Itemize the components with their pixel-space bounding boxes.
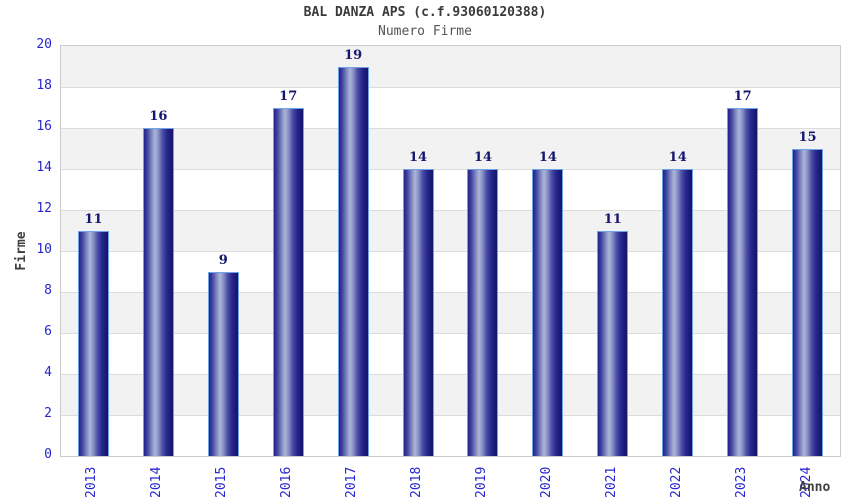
chart-title: BAL DANZA APS (c.f.93060120388) xyxy=(303,5,547,20)
bar-value-label: 14 xyxy=(668,150,687,165)
bar xyxy=(337,66,369,456)
bar-value-label: 16 xyxy=(149,109,168,124)
bar xyxy=(532,169,564,456)
y-tick-label: 20 xyxy=(36,37,52,52)
y-tick-label: 10 xyxy=(36,242,52,257)
x-tick-label: 2016 xyxy=(279,466,295,498)
bar-value-label: 15 xyxy=(798,129,817,145)
bar xyxy=(467,169,499,456)
bar-value-label: 14 xyxy=(408,150,428,165)
x-tick-label: 2018 xyxy=(409,466,425,498)
bar-value-label: 11 xyxy=(84,211,103,227)
bar-value-label: 19 xyxy=(344,47,363,63)
plot-area: 11 16 9 17 19 14 14 14 11 14 17 15 xyxy=(60,45,841,457)
x-tick-label: 2014 xyxy=(149,466,165,498)
grid-band xyxy=(61,333,840,374)
grid-band xyxy=(61,374,840,415)
x-tick-label: 2021 xyxy=(603,466,619,498)
grid-band xyxy=(61,128,840,169)
bar xyxy=(597,230,629,456)
bar xyxy=(727,107,759,456)
bar xyxy=(792,148,824,456)
bar-value-label: 11 xyxy=(603,211,622,227)
bar xyxy=(272,107,304,456)
x-tick-label: 2023 xyxy=(733,466,749,498)
grid-band xyxy=(61,210,840,251)
bar xyxy=(207,271,239,456)
x-axis-title: Anno xyxy=(799,480,831,495)
bar-value-label: 14 xyxy=(473,150,492,165)
y-tick-label: 2 xyxy=(44,406,52,421)
y-tick-label: 12 xyxy=(36,201,52,216)
bar xyxy=(77,230,109,456)
bar-value-label: 9 xyxy=(218,252,228,268)
y-tick-label: 4 xyxy=(44,365,52,380)
chart-subtitle: Numero Firme xyxy=(378,24,472,39)
bar xyxy=(662,169,694,456)
y-tick-label: 6 xyxy=(44,324,52,339)
x-tick-label: 2019 xyxy=(473,466,489,498)
y-tick-label: 8 xyxy=(44,283,52,298)
grid-band xyxy=(61,292,840,333)
grid-band xyxy=(61,169,840,210)
x-tick-label: 2015 xyxy=(214,466,230,498)
grid-band xyxy=(61,415,840,456)
y-tick-label: 18 xyxy=(36,78,52,93)
bar-value-label: 17 xyxy=(279,88,298,104)
x-tick-label: 2020 xyxy=(538,466,554,498)
x-tick-label: 2022 xyxy=(668,466,684,498)
grid-band xyxy=(61,87,840,128)
y-tick-label: 16 xyxy=(36,119,52,134)
grid-band xyxy=(61,251,840,292)
bar-value-label: 14 xyxy=(538,150,557,165)
x-tick-label: 2017 xyxy=(344,466,360,498)
y-tick-label: 14 xyxy=(36,160,52,175)
y-axis-title: Firme xyxy=(14,231,29,271)
grid-band xyxy=(61,46,840,87)
bar xyxy=(142,128,174,456)
bar xyxy=(402,169,434,456)
x-tick-label: 2013 xyxy=(84,466,100,498)
y-tick-label: 0 xyxy=(44,447,52,462)
bar-value-label: 17 xyxy=(733,88,752,104)
